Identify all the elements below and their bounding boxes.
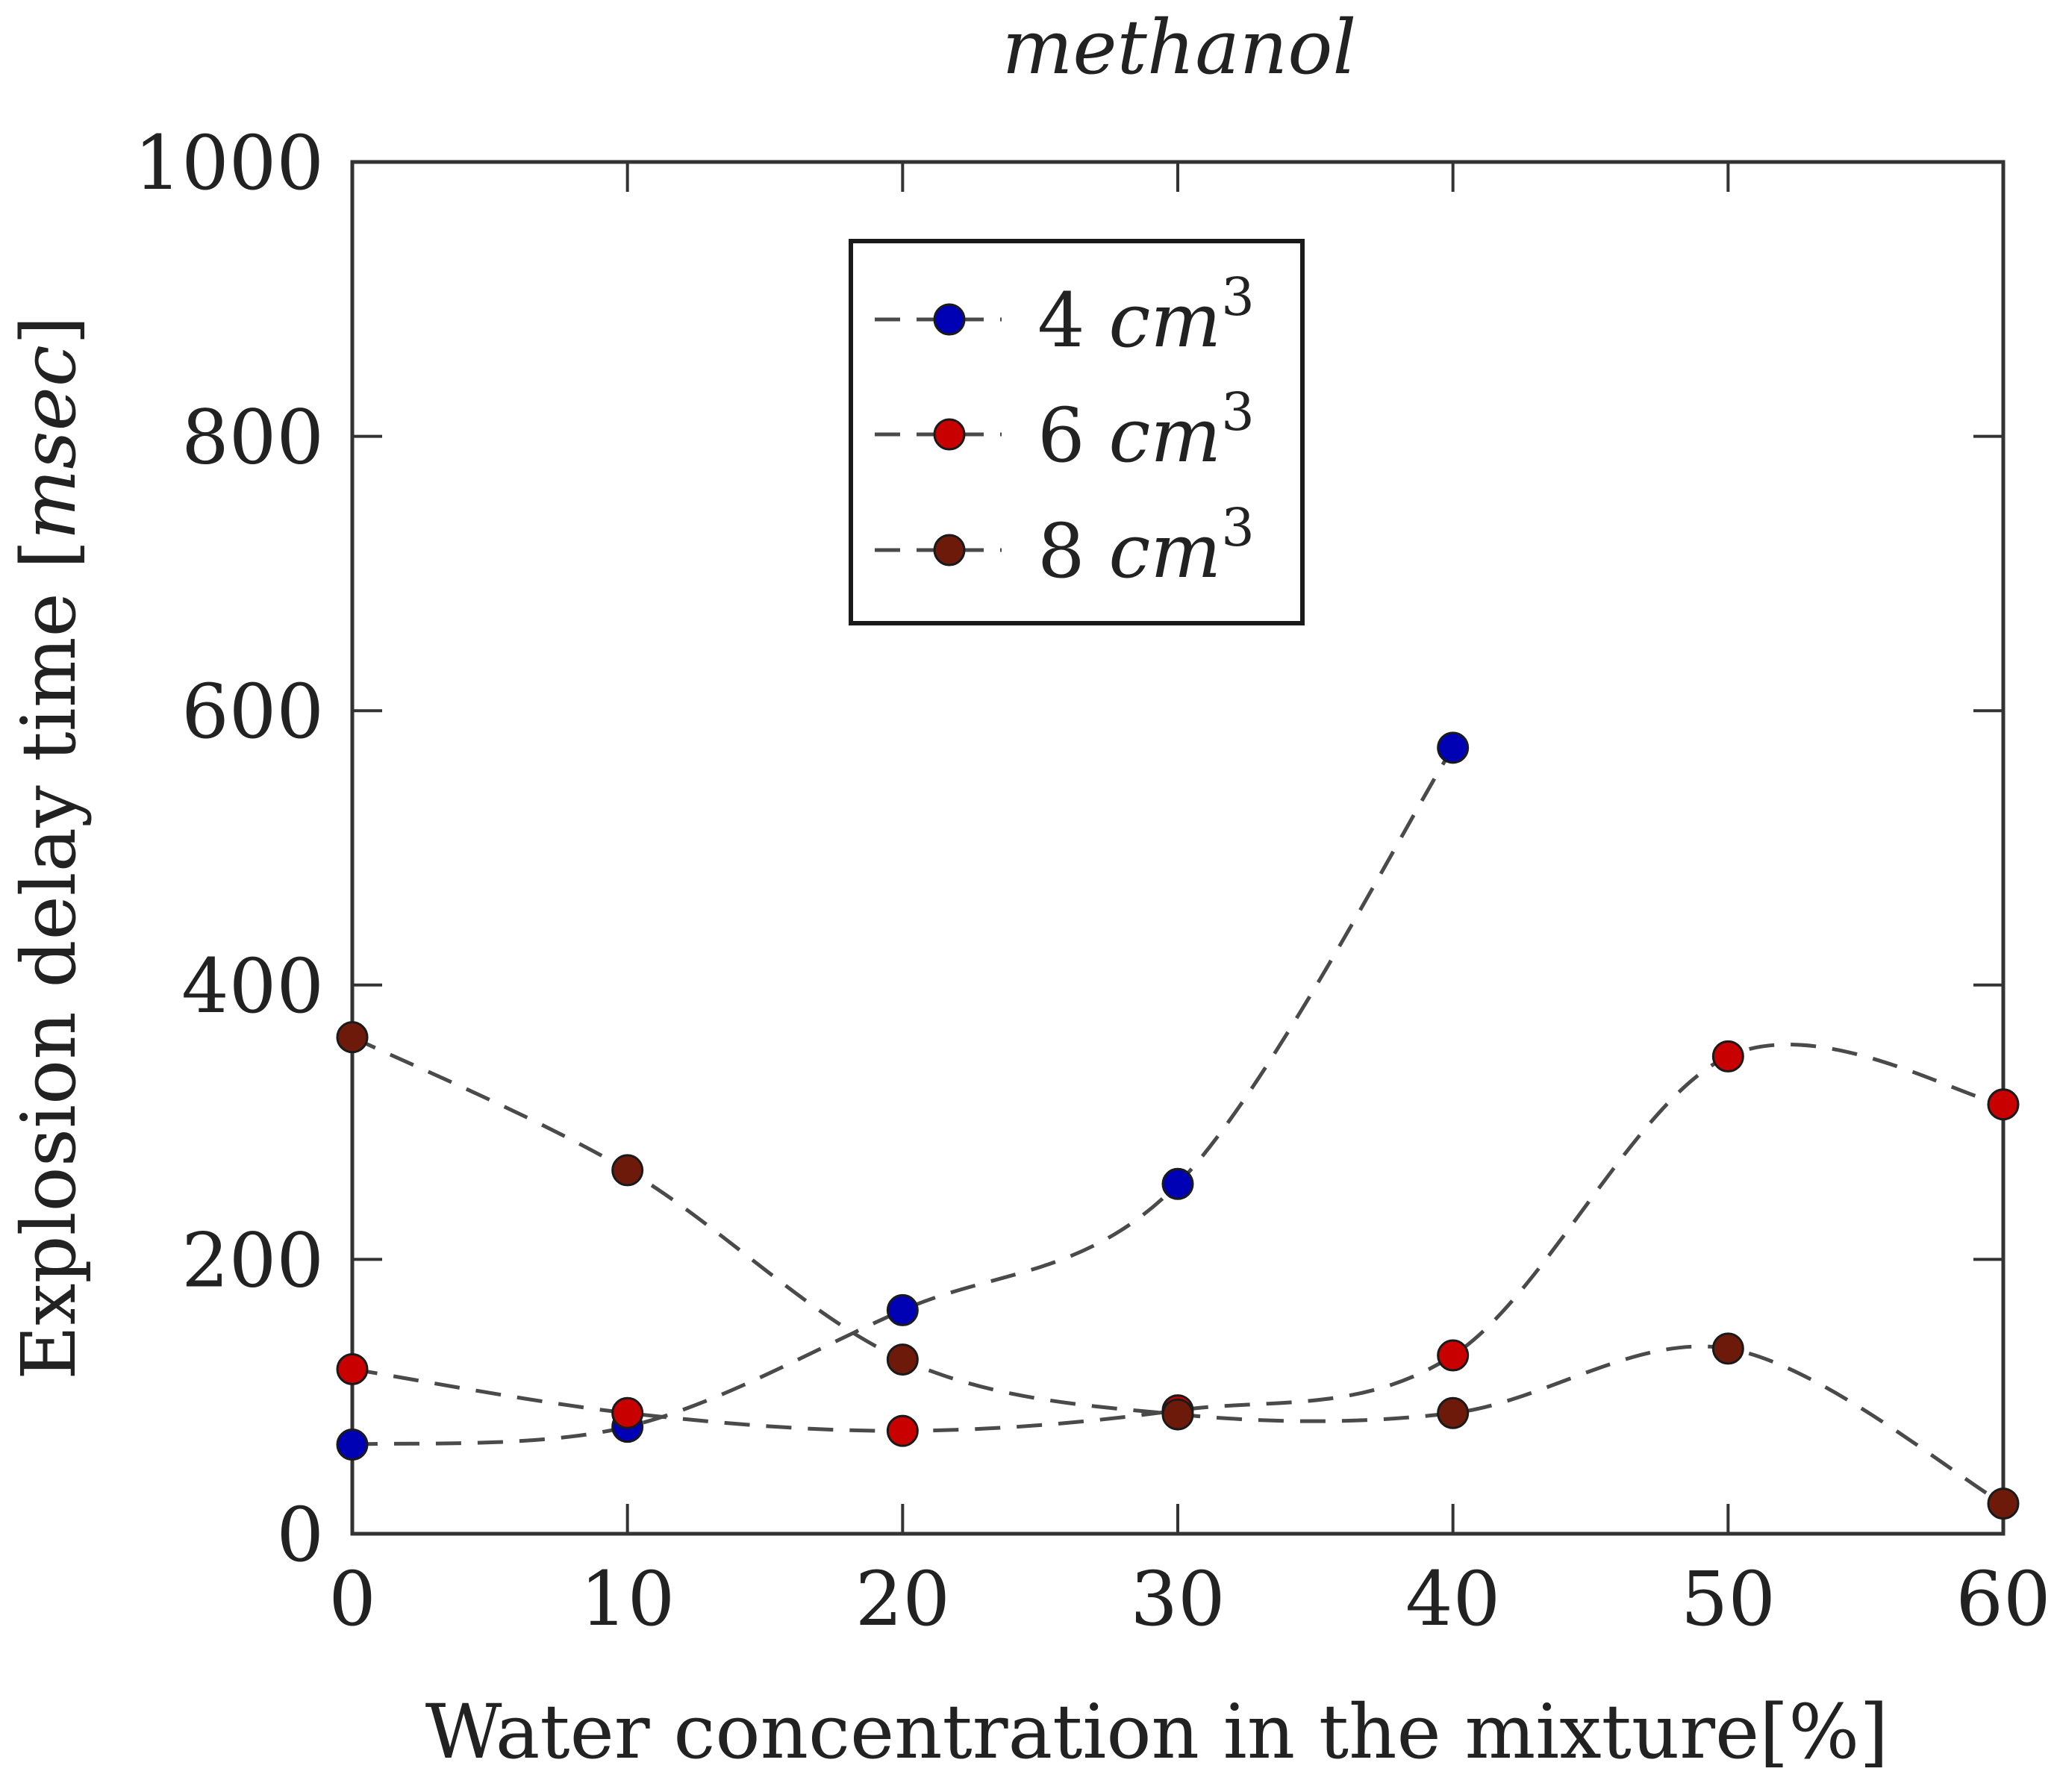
y-tick-label: 200 bbox=[181, 1217, 324, 1304]
y-axis-title-unit: msec bbox=[5, 345, 93, 540]
legend-entry-8cm3: 8 cm3 bbox=[875, 497, 1255, 595]
data-point-8cm3 bbox=[1711, 1332, 1744, 1365]
legend-marker bbox=[933, 534, 966, 566]
data-point-6cm3 bbox=[1711, 1040, 1744, 1073]
data-point-6cm3 bbox=[886, 1414, 919, 1447]
data-point-6cm3 bbox=[1987, 1088, 2020, 1121]
series-lines bbox=[351, 746, 2005, 1505]
y-tick-label: 1000 bbox=[134, 119, 325, 207]
series-line-8cm3 bbox=[351, 1035, 2005, 1505]
legend-box bbox=[849, 239, 1305, 625]
data-point-6cm3 bbox=[1437, 1339, 1470, 1372]
series-line-6cm3 bbox=[352, 1043, 2004, 1433]
data-point-8cm3 bbox=[611, 1154, 644, 1187]
data-point-8cm3 bbox=[1161, 1398, 1194, 1431]
data-point-8cm3 bbox=[336, 1021, 369, 1054]
legend-label: 8 cm3 bbox=[1037, 497, 1255, 595]
y-tick-label: 800 bbox=[181, 394, 324, 481]
series-markers bbox=[336, 731, 2020, 1520]
y-axis-title: Explosion delay time [msec] bbox=[5, 316, 93, 1380]
x-axis-title: Water concentration in the mixture[%] bbox=[425, 1688, 1889, 1776]
x-tick-label: 60 bbox=[1955, 1555, 2050, 1643]
series-line-4cm3 bbox=[352, 746, 1455, 1447]
x-tick-label: 40 bbox=[1405, 1555, 1500, 1643]
data-point-4cm3 bbox=[886, 1293, 919, 1326]
data-point-4cm3 bbox=[336, 1429, 369, 1461]
y-tick-labels: 0 200 400 600 800 1000 bbox=[134, 119, 325, 1579]
data-point-6cm3 bbox=[336, 1352, 369, 1385]
legend-marker bbox=[933, 303, 966, 336]
legend-label: 6 cm3 bbox=[1037, 381, 1255, 479]
legend: 4 cm3 6 cm3 8 cm3 bbox=[849, 239, 1305, 625]
y-tick-label: 600 bbox=[181, 668, 324, 755]
legend-entry-4cm3: 4 cm3 bbox=[875, 266, 1255, 364]
data-point-8cm3 bbox=[1987, 1487, 2020, 1520]
x-tick-label: 10 bbox=[580, 1555, 675, 1643]
y-axis-title-text: Explosion delay time [ bbox=[5, 540, 93, 1380]
y-tick-label: 400 bbox=[181, 943, 324, 1030]
data-point-8cm3 bbox=[886, 1343, 919, 1376]
legend-marker bbox=[933, 418, 966, 451]
x-tick-label: 20 bbox=[855, 1555, 950, 1643]
y-axis-title-close: ] bbox=[5, 316, 93, 345]
x-tick-label: 30 bbox=[1130, 1555, 1225, 1643]
x-tick-label: 50 bbox=[1681, 1555, 1776, 1643]
x-tick-label: 0 bbox=[328, 1555, 376, 1643]
legend-label: 4 cm3 bbox=[1037, 266, 1255, 364]
chart-title: methanol bbox=[1002, 4, 1357, 91]
data-point-6cm3 bbox=[611, 1396, 644, 1429]
data-point-4cm3 bbox=[1437, 731, 1470, 764]
y-tick-label: 0 bbox=[276, 1491, 324, 1579]
legend-entry-6cm3: 6 cm3 bbox=[875, 381, 1255, 479]
data-point-8cm3 bbox=[1437, 1396, 1470, 1429]
data-point-4cm3 bbox=[1161, 1167, 1194, 1200]
x-tick-labels: 0 10 20 30 40 50 60 bbox=[328, 1555, 2050, 1643]
